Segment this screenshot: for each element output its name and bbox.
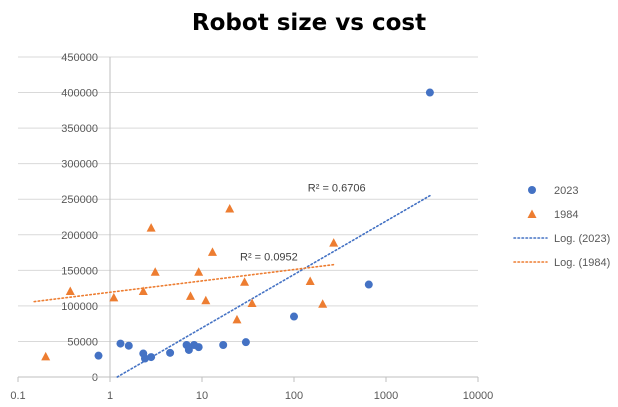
legend-marker [527,209,537,218]
data-point [305,276,315,285]
legend-label: Log. (1984) [554,257,610,269]
r-squared-label: R² = 0.6706 [308,183,366,195]
trendline-labels: R² = 0.6706 R² = 0.0952 [240,183,366,264]
chart-title: Robot size vs cost [191,10,427,36]
y-tick-label: 200000 [61,230,98,242]
data-point [318,299,328,308]
data-points [41,88,434,363]
data-point [194,343,203,352]
y-tick-label: 300000 [61,159,98,171]
legend-label: 1984 [554,209,578,221]
data-point [166,348,175,357]
y-tick-label: 400000 [61,88,98,100]
y-tick-label: 350000 [61,123,98,135]
data-point [150,267,160,276]
gridlines [18,56,478,342]
axes: 0 50000 100000 150000 200000 250000 300000 3500… [10,52,493,402]
data-point [146,223,156,232]
y-tick-label: 250000 [61,194,98,206]
y-tick-label: 50000 [67,336,98,348]
data-point [65,286,75,295]
data-point [247,298,257,308]
legend-label: 2023 [554,185,578,197]
data-point [241,338,250,347]
data-point [124,341,133,350]
data-point [94,351,103,360]
x-tick-label: 100 [285,390,303,402]
data-point [184,345,193,354]
x-tick-label: 1 [107,390,113,402]
data-point [232,314,242,324]
data-point [116,339,125,348]
trendline [116,194,431,378]
legend-marker [528,186,536,194]
y-tick-label: 450000 [61,52,98,64]
data-point [138,286,148,295]
data-point [425,88,434,97]
data-point [225,203,235,213]
r-squared-label: R² = 0.0952 [240,252,298,264]
data-point [219,341,228,349]
trendlines [33,194,431,378]
data-point [41,351,51,361]
x-tick-label: 10 [196,390,208,402]
data-point [329,238,339,247]
x-tick-label: 0.1 [10,390,25,402]
x-tick-label: 1000 [374,390,398,402]
legend-label: Log. (2023) [554,233,610,245]
trendline [33,263,335,303]
data-point [290,312,298,321]
data-point [147,353,156,362]
legend: 2023 1984 Log. (2023) Log. (1984) [513,185,610,269]
data-point [194,267,204,276]
y-tick-label: 100000 [61,301,98,313]
data-point [109,292,119,302]
data-point [364,280,373,289]
data-point [140,354,149,363]
y-tick-label: 0 [92,372,98,384]
y-tick-label: 150000 [61,265,98,277]
data-point [201,295,211,305]
data-point [186,291,196,300]
data-point [207,247,217,256]
x-tick-label: 10000 [463,390,494,402]
data-point [240,277,250,286]
